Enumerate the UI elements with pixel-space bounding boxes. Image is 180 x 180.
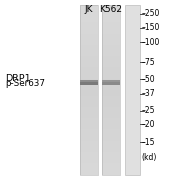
- Bar: [102, 62, 120, 68]
- Bar: [80, 80, 98, 85]
- Bar: [102, 79, 120, 84]
- Text: p-Ser637: p-Ser637: [5, 79, 45, 88]
- Bar: [102, 73, 120, 79]
- Bar: [102, 5, 120, 11]
- Bar: [102, 68, 120, 73]
- Bar: [102, 11, 120, 17]
- Bar: [102, 17, 120, 22]
- Bar: [102, 158, 120, 163]
- Bar: [102, 80, 120, 85]
- Bar: [80, 39, 98, 45]
- Text: DRP1: DRP1: [5, 74, 31, 83]
- Bar: [102, 124, 120, 129]
- Bar: [80, 11, 98, 17]
- Bar: [80, 90, 98, 96]
- Bar: [80, 17, 98, 22]
- Text: –250: –250: [141, 9, 160, 18]
- Bar: [102, 56, 120, 62]
- Text: –75: –75: [141, 58, 155, 67]
- Bar: [80, 5, 98, 175]
- Bar: [102, 129, 120, 135]
- Bar: [102, 112, 120, 118]
- Bar: [102, 169, 120, 175]
- Bar: [102, 141, 120, 146]
- Bar: [80, 169, 98, 175]
- Bar: [80, 107, 98, 112]
- Text: –100: –100: [141, 38, 160, 47]
- Bar: [102, 163, 120, 169]
- Bar: [80, 22, 98, 28]
- Bar: [102, 39, 120, 45]
- Bar: [80, 84, 98, 90]
- Bar: [80, 51, 98, 56]
- Bar: [102, 101, 120, 107]
- Bar: [102, 22, 120, 28]
- Bar: [102, 135, 120, 141]
- Bar: [80, 118, 98, 124]
- Text: (kd): (kd): [141, 153, 157, 162]
- Bar: [102, 107, 120, 112]
- Bar: [102, 45, 120, 51]
- Bar: [102, 84, 120, 90]
- Bar: [80, 112, 98, 118]
- Bar: [102, 34, 120, 39]
- Bar: [80, 129, 98, 135]
- Text: –50: –50: [141, 75, 155, 84]
- Bar: [80, 163, 98, 169]
- Bar: [80, 28, 98, 34]
- Text: –150: –150: [141, 23, 160, 32]
- Bar: [80, 73, 98, 79]
- Bar: [102, 146, 120, 152]
- Bar: [80, 158, 98, 163]
- Text: JK: JK: [85, 4, 93, 14]
- Bar: [80, 56, 98, 62]
- Bar: [80, 96, 98, 101]
- Bar: [80, 141, 98, 146]
- Text: –20: –20: [141, 120, 155, 129]
- Bar: [102, 118, 120, 124]
- Bar: [102, 80, 120, 82]
- Text: –25: –25: [141, 106, 155, 115]
- Bar: [125, 5, 140, 175]
- Bar: [102, 51, 120, 56]
- Bar: [80, 62, 98, 68]
- Bar: [80, 124, 98, 129]
- Bar: [102, 96, 120, 101]
- Text: –15: –15: [141, 138, 155, 147]
- Bar: [80, 152, 98, 158]
- Bar: [80, 146, 98, 152]
- Bar: [102, 5, 120, 175]
- Bar: [80, 101, 98, 107]
- Bar: [102, 90, 120, 96]
- Bar: [80, 45, 98, 51]
- Text: –37: –37: [141, 89, 155, 98]
- Bar: [80, 5, 98, 11]
- Bar: [80, 135, 98, 141]
- Bar: [80, 68, 98, 73]
- Bar: [80, 34, 98, 39]
- Bar: [102, 28, 120, 34]
- Bar: [80, 79, 98, 84]
- Bar: [80, 80, 98, 82]
- Bar: [102, 152, 120, 158]
- Text: K562: K562: [99, 4, 122, 14]
